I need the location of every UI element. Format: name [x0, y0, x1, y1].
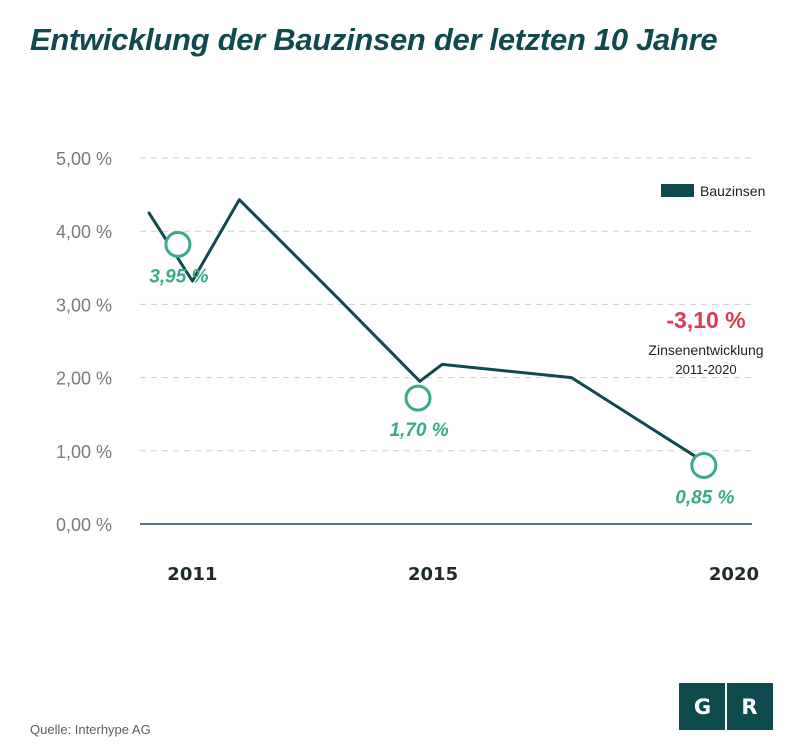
logo-divider	[725, 683, 727, 730]
highlight-markers: 3,95 % 1,70 % 0,85 %	[149, 230, 735, 508]
highlight-label: 3,95 %	[149, 266, 208, 287]
series-layer	[147, 198, 706, 464]
y-tick-label: 1,00 %	[56, 442, 112, 462]
chart-title: Entwicklung der Bauzinsen der letzten 10…	[30, 22, 718, 57]
y-tick-label: 2,00 %	[56, 369, 112, 389]
highlight-label: 0,85 %	[675, 487, 734, 508]
legend-label: Bauzinsen	[700, 183, 765, 199]
highlight-marker	[690, 451, 718, 479]
legend-swatch	[661, 184, 694, 197]
highlight-label: 1,70 %	[389, 420, 448, 441]
legend: Bauzinsen	[661, 183, 765, 199]
highlight-marker	[404, 384, 432, 412]
annotation-line2: 2011-2020	[675, 362, 736, 377]
y-tick-label: 5,00 %	[56, 149, 112, 169]
logo-letter-r: R	[741, 694, 758, 719]
annotation-value: -3,10 %	[666, 307, 745, 333]
annotation-line1: Zinsenentwicklung	[648, 342, 763, 358]
source-note: Quelle: Interhype AG	[30, 722, 151, 737]
y-tick-label: 4,00 %	[56, 222, 112, 242]
series-line	[147, 198, 706, 464]
y-axis-ticks: 0,00 % 1,00 % 2,00 % 3,00 % 4,00 % 5,00 %	[56, 149, 112, 535]
y-tick-label: 3,00 %	[56, 295, 112, 315]
annotation: -3,10 % Zinsenentwicklung 2011-2020	[648, 307, 763, 377]
highlight-marker	[164, 230, 192, 258]
grid-lines	[140, 157, 752, 452]
logo-letter-g: G	[693, 694, 712, 719]
x-tick-label: 2015	[408, 564, 458, 585]
x-tick-label: 2020	[709, 564, 759, 585]
brand-logo: G R	[679, 683, 773, 730]
x-tick-label: 2011	[167, 564, 217, 585]
y-tick-label: 0,00 %	[56, 515, 112, 535]
x-axis-ticks: 2011 2015 2020	[167, 564, 759, 585]
